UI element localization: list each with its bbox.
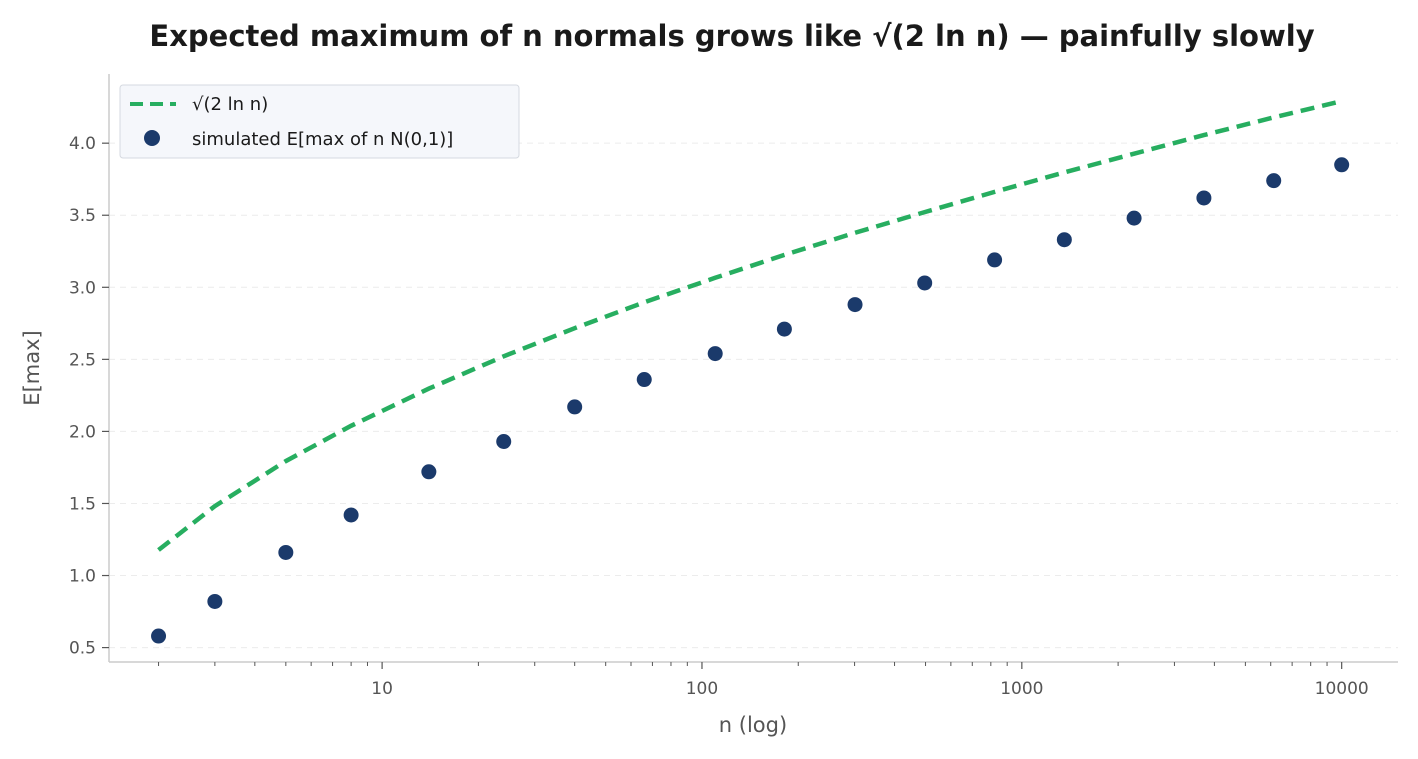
scatter-point bbox=[1126, 210, 1142, 226]
legend-box bbox=[119, 84, 520, 159]
scatter-point bbox=[847, 297, 863, 313]
y-axis-label: E[max] bbox=[20, 330, 44, 405]
x-tick-label: 100 bbox=[686, 679, 718, 699]
legend: √(2 ln n) simulated E[max of n N(0,1)] bbox=[119, 84, 520, 159]
x-tick-label: 10000 bbox=[1315, 679, 1369, 699]
legend-entry-line: √(2 ln n) bbox=[192, 94, 268, 115]
scatter-point bbox=[987, 252, 1003, 268]
scatter-point bbox=[707, 346, 723, 362]
ticks: 0.5 1.0 1.5 2.0 2.5 3.0 3.5 4.0 10 100 1000 10000 bbox=[69, 134, 1369, 699]
scatter-point bbox=[1266, 173, 1282, 189]
scatter-point bbox=[1056, 232, 1072, 248]
y-tick-label: 3.0 bbox=[69, 278, 96, 298]
y-tick-label: 0.5 bbox=[69, 639, 96, 659]
scatter-point bbox=[1196, 190, 1212, 206]
scatter-point bbox=[207, 593, 223, 609]
chart-title: Expected maximum of n normals grows like… bbox=[149, 19, 1314, 53]
scatter-point bbox=[343, 507, 359, 523]
scatter-point bbox=[278, 544, 294, 560]
scatter-point bbox=[636, 372, 652, 388]
y-tick-label: 4.0 bbox=[69, 134, 96, 154]
x-tick-label: 10 bbox=[371, 679, 393, 699]
y-tick-label: 1.0 bbox=[69, 567, 96, 587]
plot-area bbox=[151, 98, 1350, 644]
scatter-point bbox=[421, 464, 437, 480]
scatter-point bbox=[1334, 157, 1350, 173]
x-tick-label: 1000 bbox=[1000, 679, 1043, 699]
scatter-point bbox=[496, 434, 512, 449]
scatter-point bbox=[776, 321, 792, 337]
legend-marker-swatch bbox=[144, 130, 160, 146]
legend-entry-scatter: simulated E[max of n N(0,1)] bbox=[192, 129, 453, 150]
x-axis-label: n (log) bbox=[719, 713, 787, 737]
y-tick-label: 2.0 bbox=[69, 422, 96, 442]
axes bbox=[108, 74, 1398, 663]
scatter-point bbox=[917, 275, 933, 291]
y-tick-label: 1.5 bbox=[69, 494, 96, 514]
y-tick-label: 2.5 bbox=[69, 350, 96, 370]
y-tick-label: 3.5 bbox=[69, 206, 96, 226]
scatter-point bbox=[567, 399, 583, 415]
scatter-point bbox=[151, 628, 167, 644]
